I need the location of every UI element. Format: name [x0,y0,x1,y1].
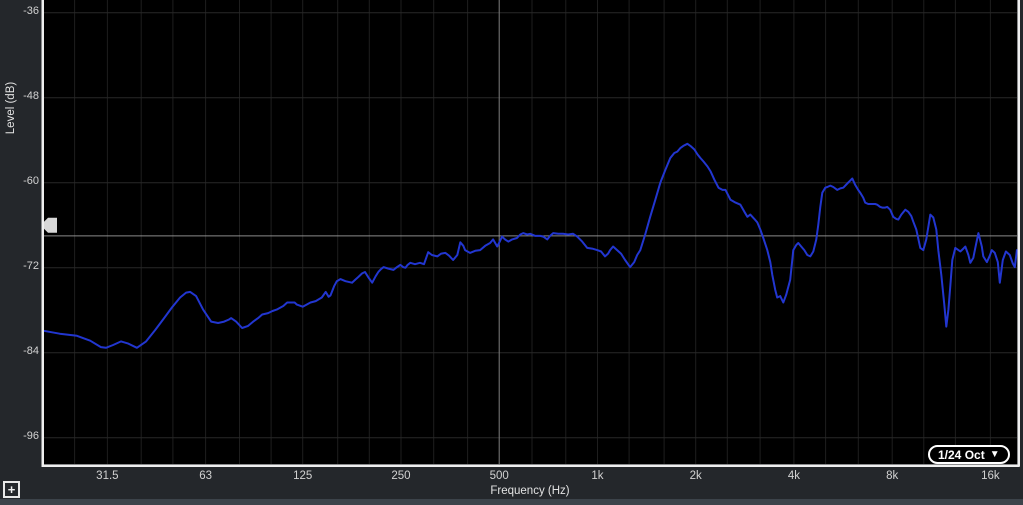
axis-border-left [41,0,44,467]
level-marker-handle[interactable] [43,217,57,233]
bottom-panel-edge [0,499,1023,505]
x-tick-label: 16k [981,470,1000,482]
y-tick-label: -84 [23,344,39,357]
smoothing-selector-label: 1/24 Oct [938,447,985,462]
x-tick-label: 31.5 [96,470,119,482]
smoothing-selector-button[interactable]: 1/24 Oct ▼ [928,445,1010,464]
add-graph-button[interactable]: + [3,481,20,498]
y-tick-label: -96 [23,429,39,442]
x-axis-title: Frequency (Hz) [490,485,570,497]
x-tick-label: 8k [886,470,899,482]
dropdown-arrow-icon: ▼ [989,448,1000,460]
plus-icon: + [7,482,16,497]
x-tick-label: 4k [787,470,801,482]
x-tick-label: 250 [391,470,411,482]
y-tick-label: -36 [23,4,39,17]
measurement-trace [42,142,1018,349]
y-tick-label: -72 [23,259,39,272]
x-tick-label: 1k [591,470,604,482]
x-tick-label: 63 [199,470,212,482]
x-tick-label: 500 [489,470,509,482]
x-tick-label: 125 [293,470,313,482]
plot-background[interactable] [43,0,1017,464]
axis-border-right [1017,0,1020,467]
x-tick-label: 2k [689,470,702,482]
y-tick-label: -60 [23,174,39,187]
axis-border-bottom [41,464,1020,467]
y-tick-label: -48 [23,89,39,102]
